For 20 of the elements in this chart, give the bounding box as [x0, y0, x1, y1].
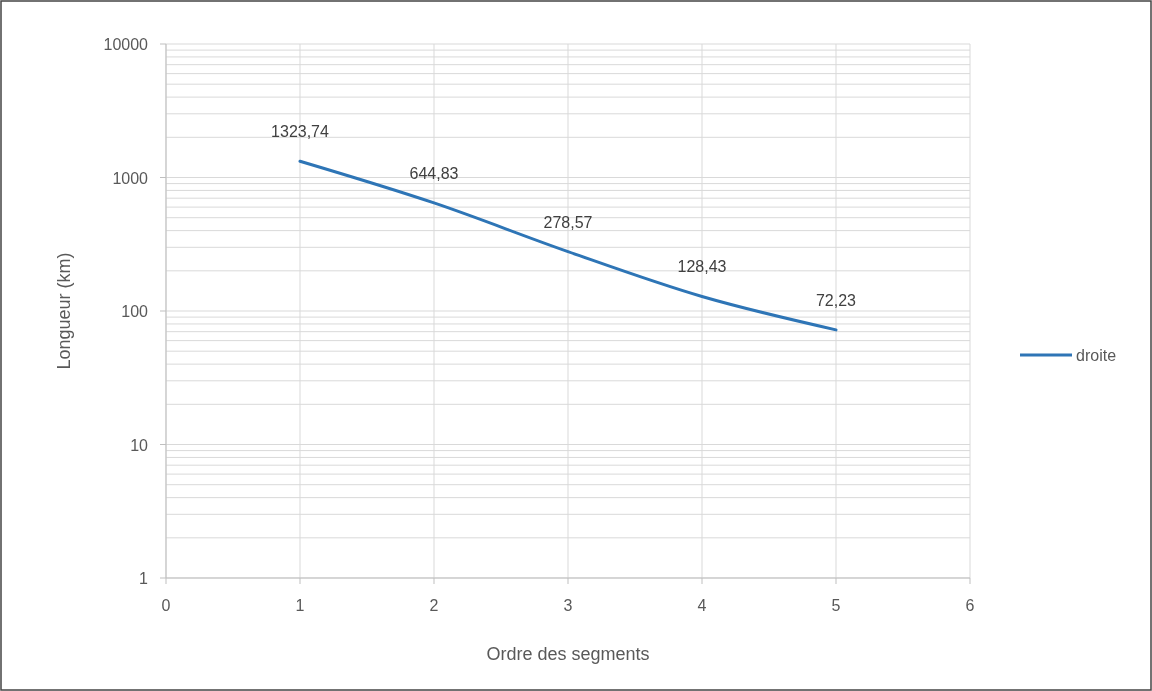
y-tick-label: 100: [121, 303, 149, 320]
data-label: 644,83: [409, 164, 459, 182]
y-tick-label: 10: [130, 436, 149, 454]
y-tick-label: 1000: [112, 169, 149, 187]
x-tick-label: 6: [965, 597, 975, 614]
x-tick-label: 1: [295, 597, 305, 614]
y-tick-label: 1: [139, 570, 149, 587]
y-tick-label: 10000: [103, 36, 149, 53]
data-label: 128,43: [677, 258, 727, 276]
data-label: 278,57: [543, 213, 593, 231]
x-tick-label: 0: [161, 597, 171, 614]
data-label: 1323,74: [271, 123, 330, 141]
x-axis-title: Ordre des segments: [486, 644, 650, 664]
legend-label: droite: [1076, 347, 1117, 364]
x-tick-label: 2: [429, 597, 439, 614]
x-tick-label: 5: [831, 597, 841, 614]
x-tick-label: 4: [697, 597, 707, 614]
x-tick-label: 3: [563, 597, 573, 614]
data-label: 72,23: [815, 291, 857, 309]
y-axis-title: Longueur (km): [54, 252, 74, 370]
